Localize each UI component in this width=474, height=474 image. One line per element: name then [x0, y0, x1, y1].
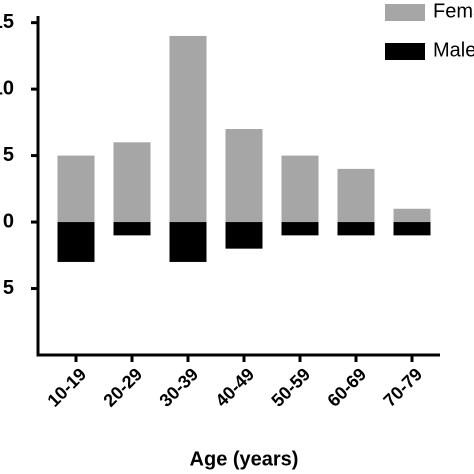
y-tick-label: 0	[3, 210, 14, 232]
x-tick-label: 50-59	[267, 364, 314, 411]
legend-label: Male	[433, 39, 474, 61]
bar	[281, 222, 319, 236]
x-axis-title: Age (years)	[190, 448, 299, 470]
legend-swatch	[385, 43, 425, 60]
x-tick-label: 30-39	[155, 364, 202, 411]
bar	[337, 222, 375, 236]
bar	[393, 208, 431, 223]
bar	[281, 155, 319, 223]
bar	[225, 129, 263, 223]
bar	[169, 35, 207, 223]
x-tick-label: 20-29	[99, 364, 146, 411]
bar	[57, 222, 95, 262]
x-tick-label: 40-49	[211, 364, 258, 411]
y-tick-label: 15	[0, 11, 14, 33]
bar	[57, 155, 95, 223]
bar	[393, 222, 431, 236]
bar	[337, 168, 375, 223]
legend-swatch	[385, 4, 425, 21]
y-tick-label: 5	[3, 277, 14, 299]
y-tick-label: 5	[3, 144, 14, 166]
bar	[113, 142, 151, 223]
legend-label: Female	[433, 0, 474, 22]
y-tick-label: 10	[0, 77, 14, 99]
x-tick-label: 60-69	[323, 364, 370, 411]
bar	[169, 222, 207, 262]
x-tick-label: 70-79	[379, 364, 426, 411]
bar	[225, 222, 263, 249]
x-tick-label: 10-19	[43, 364, 90, 411]
bar	[113, 222, 151, 236]
